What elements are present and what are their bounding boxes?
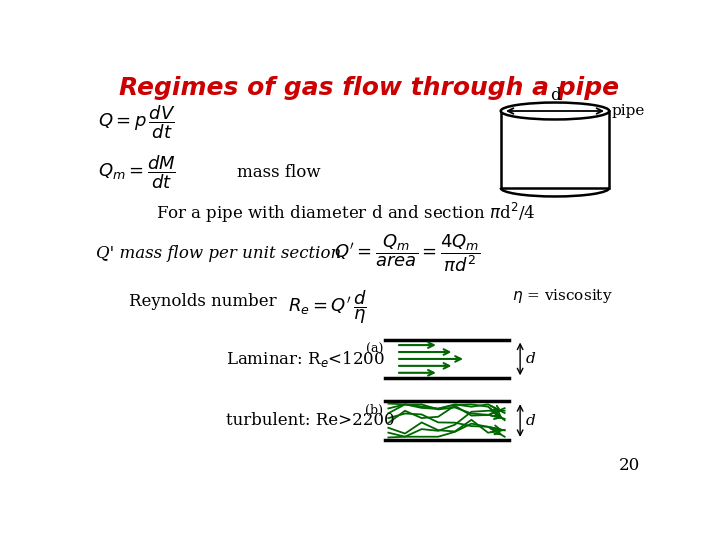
Text: $Q = p\,\dfrac{dV}{dt}$: $Q = p\,\dfrac{dV}{dt}$: [98, 104, 175, 141]
Text: $Q_m = \dfrac{dM}{dt}$: $Q_m = \dfrac{dM}{dt}$: [98, 154, 176, 191]
Text: turbulent: Re>2200: turbulent: Re>2200: [225, 412, 395, 429]
Text: Laminar: R$_e$<1200: Laminar: R$_e$<1200: [225, 349, 384, 369]
Text: For a pipe with diameter d and section $\pi$d$^2$/4: For a pipe with diameter d and section $…: [156, 200, 536, 225]
Text: pipe: pipe: [611, 104, 645, 118]
Text: $R_e = Q'\,\dfrac{d}{\eta}$: $R_e = Q'\,\dfrac{d}{\eta}$: [287, 288, 366, 326]
Text: 20: 20: [619, 457, 640, 475]
Text: d: d: [526, 414, 535, 428]
Text: Regimes of gas flow through a pipe: Regimes of gas flow through a pipe: [119, 76, 619, 100]
Bar: [500, 111, 609, 188]
Text: mass flow: mass flow: [238, 164, 321, 181]
Text: d: d: [526, 352, 535, 366]
Text: Q' mass flow per unit section: Q' mass flow per unit section: [96, 245, 341, 262]
Ellipse shape: [500, 103, 609, 119]
Text: (a): (a): [366, 343, 383, 356]
Text: $\eta$ = viscosity: $\eta$ = viscosity: [513, 287, 613, 305]
Text: Reynolds number: Reynolds number: [129, 293, 276, 310]
Text: $Q'= \dfrac{Q_m}{area} = \dfrac{4Q_m}{\pi d^2}$: $Q'= \dfrac{Q_m}{area} = \dfrac{4Q_m}{\p…: [334, 233, 481, 274]
Text: (b): (b): [365, 404, 383, 417]
Text: d: d: [549, 87, 560, 104]
